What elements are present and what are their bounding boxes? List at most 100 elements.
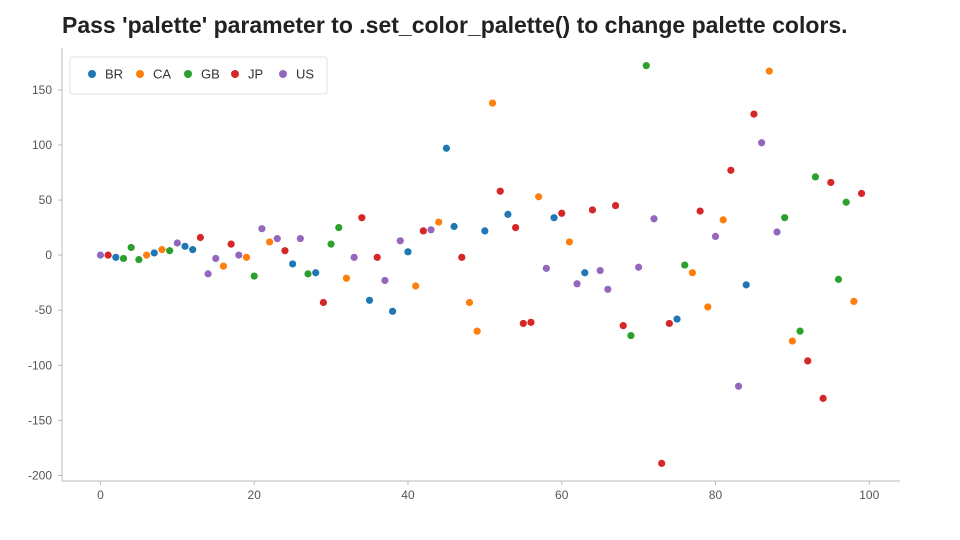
data-point-br xyxy=(388,307,397,315)
data-point-jp xyxy=(104,251,112,259)
data-point-jp xyxy=(458,253,466,261)
data-point-jp xyxy=(511,223,520,232)
data-point-jp xyxy=(750,110,758,118)
data-point-gb xyxy=(335,223,343,232)
data-point-ca xyxy=(535,193,543,201)
x-tick-label: 100 xyxy=(859,488,879,502)
data-point-jp xyxy=(588,206,597,214)
data-point-us xyxy=(235,251,243,259)
data-point-jp xyxy=(819,394,827,402)
data-point-jp xyxy=(227,240,235,248)
axes: 150 100 50 0 -50 -100 -150 -200 0 20 40 60 80 100 xyxy=(28,48,900,502)
data-point-br xyxy=(404,248,412,256)
legend-marker-gb xyxy=(184,70,192,78)
legend-label-jp: JP xyxy=(248,67,263,82)
x-tick-label: 60 xyxy=(555,488,569,502)
legend-label-ca: CA xyxy=(153,67,171,82)
data-point-ca xyxy=(142,251,151,259)
data-point-gb xyxy=(627,331,635,340)
data-point-us xyxy=(381,276,389,285)
data-point-us xyxy=(212,254,220,263)
data-point-gb xyxy=(304,270,312,278)
data-point-ca xyxy=(158,246,166,254)
data-point-br xyxy=(189,246,197,254)
data-point-gb xyxy=(642,62,650,70)
y-tick-label: 0 xyxy=(45,248,52,262)
y-tick-label: -100 xyxy=(28,358,52,372)
data-point-gb xyxy=(135,255,143,264)
data-point-jp xyxy=(558,209,566,217)
data-point-us xyxy=(273,235,281,243)
data-point-jp xyxy=(619,322,627,330)
data-point-jp xyxy=(696,207,704,215)
data-point-us xyxy=(758,139,766,147)
legend-label-br: BR xyxy=(105,67,123,82)
data-point-ca xyxy=(435,218,443,226)
data-point-ca xyxy=(465,298,474,307)
data-point-gb xyxy=(842,198,850,206)
data-point-ca xyxy=(342,274,351,282)
data-point-jp xyxy=(196,233,204,242)
data-point-gb xyxy=(681,261,689,269)
x-tick-label: 20 xyxy=(248,488,262,502)
data-point-jp xyxy=(727,166,735,174)
data-point-jp xyxy=(658,459,666,467)
data-point-gb xyxy=(127,243,135,252)
data-point-gb xyxy=(166,247,174,255)
data-point-gb xyxy=(250,272,258,280)
data-point-gb xyxy=(811,173,820,181)
data-point-us xyxy=(650,215,658,223)
data-point-br xyxy=(365,296,374,304)
data-point-br xyxy=(581,269,589,277)
data-point-jp xyxy=(281,247,289,255)
data-point-jp xyxy=(519,319,527,328)
data-point-ca xyxy=(765,67,773,75)
data-point-ca xyxy=(242,253,251,261)
data-point-us xyxy=(427,226,435,234)
data-point-br xyxy=(442,144,451,152)
data-point-jp xyxy=(804,357,812,365)
data-point-ca xyxy=(850,297,858,306)
data-point-ca xyxy=(688,269,697,277)
data-point-br xyxy=(481,227,489,235)
data-point-jp xyxy=(857,189,866,198)
legend-marker-jp xyxy=(231,70,239,78)
data-point-br xyxy=(181,242,189,250)
data-point-jp xyxy=(527,318,535,326)
data-point-br xyxy=(742,281,750,289)
data-point-gb xyxy=(119,254,128,263)
legend-box xyxy=(69,56,328,95)
data-point-br xyxy=(112,253,120,261)
data-point-gb xyxy=(834,275,843,283)
data-point-br xyxy=(450,222,458,231)
data-point-gb xyxy=(796,327,804,335)
data-point-ca xyxy=(565,238,574,246)
y-tick-label: 50 xyxy=(39,193,53,207)
y-tick-label: -200 xyxy=(28,468,52,482)
data-point-us xyxy=(635,263,643,271)
data-point-br xyxy=(504,210,512,218)
y-tick-label: 100 xyxy=(32,138,52,152)
data-point-jp xyxy=(373,253,381,261)
legend-marker-br xyxy=(88,70,96,78)
data-point-ca xyxy=(265,238,274,246)
data-point-ca xyxy=(412,282,420,290)
data-point-us xyxy=(296,235,304,243)
data-point-gb xyxy=(781,214,789,222)
data-point-ca xyxy=(704,303,712,311)
data-point-us xyxy=(396,237,404,245)
data-point-us xyxy=(596,266,604,275)
data-point-us xyxy=(204,270,212,278)
x-tick-label: 40 xyxy=(401,488,415,502)
x-tick-label: 0 xyxy=(97,488,104,502)
y-tick-label: -150 xyxy=(28,413,52,427)
data-point-jp xyxy=(827,178,835,187)
data-point-ca xyxy=(719,216,727,224)
legend-label-us: US xyxy=(296,67,314,82)
data-point-us xyxy=(350,253,358,261)
y-tick-label: 150 xyxy=(32,83,52,97)
data-point-us xyxy=(542,264,550,272)
data-point-jp xyxy=(358,214,366,222)
data-point-us xyxy=(96,251,105,259)
